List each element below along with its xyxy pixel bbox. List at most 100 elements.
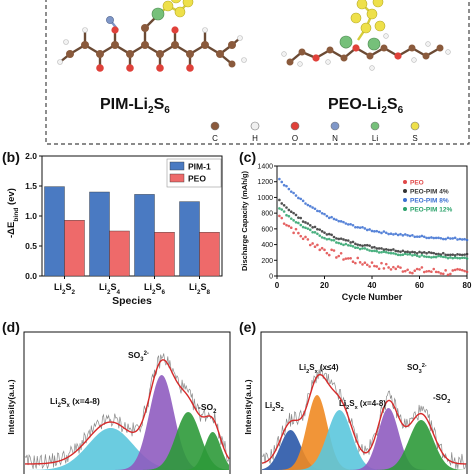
panel-c-point bbox=[339, 242, 343, 246]
panel-c-point bbox=[387, 248, 390, 252]
panel-c-point bbox=[384, 248, 388, 251]
panel-c-point bbox=[380, 247, 383, 250]
panel-c-point bbox=[327, 216, 331, 220]
panel-c-point bbox=[356, 225, 360, 229]
panel-c-point bbox=[289, 190, 293, 193]
panel-c-point bbox=[287, 214, 291, 218]
panel-c-series-peo bbox=[278, 214, 469, 277]
atom-legend-swatch-o bbox=[290, 121, 300, 131]
panel-c-point bbox=[392, 248, 395, 251]
panel-b-bar-pim-1-li2s2 bbox=[44, 186, 65, 277]
panel-c-point bbox=[411, 271, 414, 275]
panel-c-point bbox=[297, 221, 300, 225]
panel-c-point bbox=[451, 269, 455, 272]
panel-c-point bbox=[375, 229, 379, 233]
panel-c-legend-label: PEO-PIM 8% bbox=[410, 198, 449, 205]
chart-e-component-li2s2 bbox=[262, 430, 466, 470]
chart-d-fit-envelope bbox=[24, 359, 230, 465]
panel-c-point bbox=[351, 245, 355, 248]
panel-b-ytick-label: 1.0 bbox=[25, 211, 37, 221]
panel-c-point bbox=[332, 235, 336, 239]
panel-c-point bbox=[344, 257, 348, 260]
panel-b-xtick-label: Li2S2 bbox=[54, 282, 76, 296]
chart-d-tag: (d) bbox=[2, 319, 20, 335]
atom-legend-swatch-h bbox=[250, 121, 260, 131]
panel-c-point bbox=[356, 256, 360, 260]
panel-c: (c) 0 200 400 600 800 1000 1200 1400 0 20 40 60 80 Cyc… bbox=[237, 148, 474, 308]
panel-c-point bbox=[411, 250, 414, 254]
panel-b-bar-pim-1-li2s8 bbox=[179, 201, 200, 277]
panel-c-point bbox=[441, 272, 445, 276]
panel-c-point bbox=[354, 225, 357, 229]
panel-c-point bbox=[308, 243, 312, 247]
panel-c-point bbox=[289, 217, 293, 220]
panel-c-point bbox=[306, 238, 310, 241]
panel-c-legend-label: PEO-PIM 4% bbox=[410, 189, 449, 196]
panel-c-point bbox=[389, 268, 393, 271]
panel-c-point bbox=[320, 211, 324, 215]
panel-c-point bbox=[363, 244, 367, 247]
panel-c-point bbox=[415, 254, 419, 258]
panel-c-point bbox=[304, 221, 307, 224]
panel-c-point bbox=[406, 253, 409, 256]
panel-c-point bbox=[370, 229, 374, 233]
panel-c-point bbox=[323, 248, 326, 252]
panel-b-ytick-label: 0.0 bbox=[25, 271, 37, 281]
panel-b-legend-swatch bbox=[169, 161, 185, 171]
panel-c-point bbox=[361, 225, 364, 229]
panel-c-point bbox=[441, 237, 445, 241]
panel-b-bar-pim-1-li2s6 bbox=[134, 194, 155, 277]
panel-c-point bbox=[280, 208, 284, 211]
panel-c-point bbox=[320, 230, 324, 233]
panel-c-point bbox=[351, 223, 355, 227]
panel-b-tag: (b) bbox=[2, 149, 20, 165]
peo-li2s6-label: PEO-Li2S6 bbox=[328, 96, 404, 117]
atom-legend-label-s: S bbox=[412, 134, 417, 143]
chart-e-component-li2sx-le4 bbox=[262, 395, 466, 470]
atom-legend-label-h: H bbox=[252, 134, 258, 143]
panel-c-point bbox=[463, 253, 466, 256]
panel-c-point bbox=[415, 251, 419, 255]
panel-b: (b) 0.0 0.5 1.0 1.5 2.0 -ΔEbind (ev) Li2S2 Li2S4… bbox=[0, 148, 237, 308]
panel-c-point bbox=[460, 256, 464, 260]
panel-c-point bbox=[292, 211, 295, 215]
panel-b-bar-peo-li2s2 bbox=[64, 219, 85, 277]
panel-c-point bbox=[280, 180, 284, 184]
panel-c-point bbox=[320, 246, 324, 250]
panel-c-point bbox=[401, 270, 405, 273]
panel-c-point bbox=[330, 233, 333, 237]
chart-e-raw-spectrum bbox=[261, 364, 467, 470]
atom-legend-label-li: Li bbox=[372, 134, 378, 143]
panel-c-point bbox=[358, 243, 362, 247]
panel-c-point bbox=[389, 232, 393, 236]
panel-c-point bbox=[380, 231, 383, 235]
panel-c-point bbox=[456, 267, 459, 271]
panel-c-point bbox=[358, 261, 362, 264]
panel-b-ytick-label: 2.0 bbox=[25, 151, 37, 161]
panel-c-point bbox=[365, 248, 369, 251]
panel-c-point bbox=[316, 232, 319, 236]
panel-c-point bbox=[422, 270, 426, 274]
panel-c-point bbox=[422, 251, 426, 254]
panel-c-point bbox=[413, 235, 417, 239]
panel-c-point bbox=[408, 252, 412, 256]
panel-c-point bbox=[368, 244, 371, 247]
panel-c-point bbox=[396, 249, 400, 253]
panel-c-point bbox=[460, 253, 464, 257]
panel-c-point bbox=[346, 239, 350, 242]
panel-c-point bbox=[430, 236, 433, 239]
panel-c-point bbox=[316, 227, 319, 231]
panel-c-point bbox=[382, 250, 386, 254]
panel-c-ylabel: Discharge Capacity (mAh/g) bbox=[240, 170, 249, 271]
panel-c-point bbox=[382, 230, 386, 233]
panel-c-point bbox=[394, 249, 398, 253]
panel-c-point bbox=[399, 253, 402, 257]
panel-c-point bbox=[413, 250, 417, 254]
panel-e-annotation-li2sx-4-8: Li2Sx (x=4-8) bbox=[339, 399, 386, 411]
panel-c-point bbox=[406, 268, 409, 272]
panel-c-point bbox=[449, 272, 452, 276]
panel-c-point bbox=[394, 267, 398, 271]
panel-c-point bbox=[458, 256, 462, 260]
panel-c-point bbox=[430, 256, 433, 259]
panel-c-point bbox=[337, 254, 341, 258]
